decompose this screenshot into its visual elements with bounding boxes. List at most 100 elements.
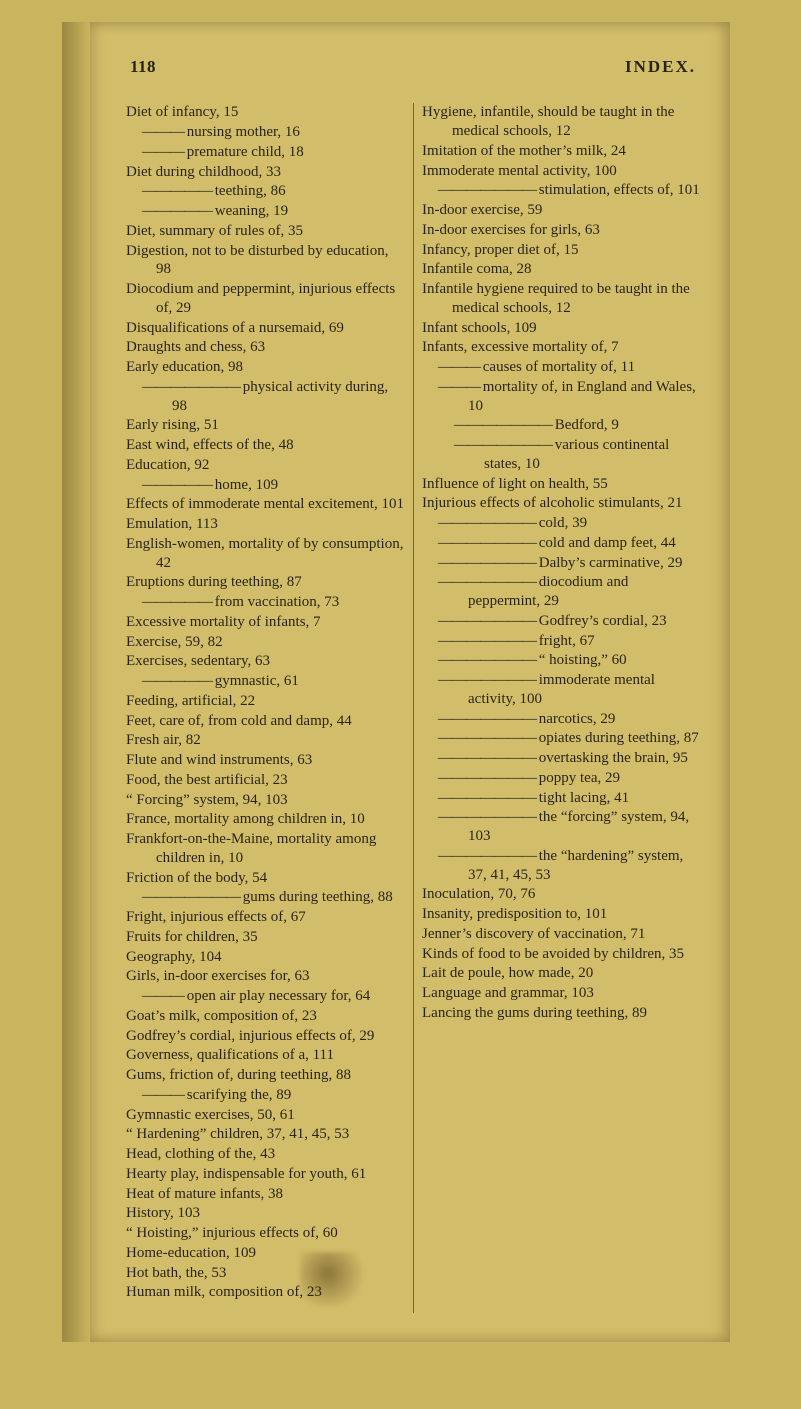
index-entry: Hot bath, the, 53 <box>126 1264 404 1283</box>
index-entry: Heat of mature infants, 38 <box>126 1185 404 1204</box>
index-entry: Gymnastic exercises, 50, 61 <box>126 1106 404 1125</box>
index-entry: Draughts and chess, 63 <box>126 338 404 357</box>
index-entry: Bedford, 9 <box>422 416 700 435</box>
index-entry: narcotics, 29 <box>422 710 700 729</box>
index-entry: Feet, care of, from cold and damp, 44 <box>126 712 404 731</box>
index-entry: Jenner’s discovery of vaccination, 71 <box>422 925 700 944</box>
index-entry: Infantile coma, 28 <box>422 260 700 279</box>
index-entry: gymnastic, 61 <box>126 672 404 691</box>
index-entry: Language and grammar, 103 <box>422 984 700 1003</box>
index-entry: Frankfort-on-the-Maine, mortality among … <box>126 830 404 868</box>
index-entry: Education, 92 <box>126 456 404 475</box>
index-entry: the “forcing” system, 94, 103 <box>422 808 700 846</box>
page-number: 118 <box>130 56 156 77</box>
index-entry: East wind, effects of the, 48 <box>126 436 404 455</box>
index-entry: causes of mortality of, 11 <box>422 358 700 377</box>
index-entry: Fright, injurious effects of, 67 <box>126 908 404 927</box>
index-entry: In-door exercises for girls, 63 <box>422 221 700 240</box>
index-entry: Fresh air, 82 <box>126 731 404 750</box>
index-entry: Infants, excessive mortality of, 7 <box>422 338 700 357</box>
index-entry: immoderate mental activity, 100 <box>422 671 700 709</box>
index-entry: Diet, summary of rules of, 35 <box>126 222 404 241</box>
index-entry: Hygiene, infantile, should be taught in … <box>422 103 700 141</box>
index-entry: overtasking the brain, 95 <box>422 749 700 768</box>
index-entry: Immoderate mental activity, 100 <box>422 162 700 181</box>
index-entry: diocodium and peppermint, 29 <box>422 573 700 611</box>
index-entry: Hearty play, indispensable for youth, 61 <box>126 1165 404 1184</box>
index-entry: weaning, 19 <box>126 202 404 221</box>
index-entry: Diet during childhood, 33 <box>126 163 404 182</box>
index-entry: Digestion, not to be disturbed by educat… <box>126 242 404 280</box>
index-entry: cold and damp feet, 44 <box>422 534 700 553</box>
index-entry: Lancing the gums during teething, 89 <box>422 1004 700 1023</box>
index-entry: Home-education, 109 <box>126 1244 404 1263</box>
index-entry: Dalby’s carminative, 29 <box>422 554 700 573</box>
index-entry: Fruits for children, 35 <box>126 928 404 947</box>
index-entry: France, mortality among children in, 10 <box>126 810 404 829</box>
index-entry: Gums, friction of, during teething, 88 <box>126 1066 404 1085</box>
index-entry: Diocodium and peppermint, injurious effe… <box>126 280 404 318</box>
index-entry: scarifying the, 89 <box>126 1086 404 1105</box>
index-entry: Lait de poule, how made, 20 <box>422 964 700 983</box>
index-entry: stimulation, effects of, 101 <box>422 181 700 200</box>
index-entry: premature child, 18 <box>126 143 404 162</box>
index-entry: Effects of immoderate mental excitement,… <box>126 495 404 514</box>
index-entry: fright, 67 <box>422 632 700 651</box>
index-entry: the “hardening” system, 37, 41, 45, 53 <box>422 847 700 885</box>
index-entry: Friction of the body, 54 <box>126 869 404 888</box>
index-entry: Kinds of food to be avoided by children,… <box>422 945 700 964</box>
index-entry: Flute and wind instruments, 63 <box>126 751 404 770</box>
page-title: INDEX. <box>625 56 696 77</box>
index-entry: Feeding, artificial, 22 <box>126 692 404 711</box>
index-entry: physical activity during, 98 <box>126 378 404 416</box>
index-entry: Godfrey’s cordial, 23 <box>422 612 700 631</box>
index-entry: mortality of, in England and Wales, 10 <box>422 378 700 416</box>
index-entry: Influence of light on health, 55 <box>422 475 700 494</box>
index-entry: Infant schools, 109 <box>422 319 700 338</box>
index-entry: Inoculation, 70, 76 <box>422 885 700 904</box>
index-entry: Excessive mortality of infants, 7 <box>126 613 404 632</box>
index-entry: opiates during teething, 87 <box>422 729 700 748</box>
index-entry: open air play necessary for, 64 <box>126 987 404 1006</box>
index-entry: Infantile hygiene required to be taught … <box>422 280 700 318</box>
index-entry: Human milk, composition of, 23 <box>126 1283 404 1302</box>
index-entry: Exercises, sedentary, 63 <box>126 652 404 671</box>
index-entry: “ hoisting,” 60 <box>422 651 700 670</box>
index-entry: “ Hoisting,” injurious effects of, 60 <box>126 1224 404 1243</box>
index-entry: Girls, in-door exercises for, 63 <box>126 967 404 986</box>
index-entry: from vaccination, 73 <box>126 593 404 612</box>
index-entry: “ Forcing” system, 94, 103 <box>126 791 404 810</box>
page-header: 118 INDEX. <box>126 56 700 77</box>
index-entry: nursing mother, 16 <box>126 123 404 142</box>
index-entry: Infancy, proper diet of, 15 <box>422 241 700 260</box>
index-entry: teething, 86 <box>126 182 404 201</box>
index-entry: Early education, 98 <box>126 358 404 377</box>
index-columns: Diet of infancy, 15nursing mother, 16pre… <box>126 103 700 1313</box>
index-entry: gums during teething, 88 <box>126 888 404 907</box>
index-entry: Eruptions during teething, 87 <box>126 573 404 592</box>
index-entry: Insanity, predisposition to, 101 <box>422 905 700 924</box>
index-entry: Goat’s milk, composition of, 23 <box>126 1007 404 1026</box>
index-entry: Food, the best artificial, 23 <box>126 771 404 790</box>
index-entry: various continental states, 10 <box>422 436 700 474</box>
index-entry: Godfrey’s cordial, injurious effects of,… <box>126 1027 404 1046</box>
index-entry: English-women, mortality of by consumpti… <box>126 535 404 573</box>
index-entry: Disqualifications of a nursemaid, 69 <box>126 319 404 338</box>
index-entry: cold, 39 <box>422 514 700 533</box>
index-entry: tight lacing, 41 <box>422 789 700 808</box>
index-entry: Injurious effects of alcoholic stimulant… <box>422 494 700 513</box>
index-entry: Imitation of the mother’s milk, 24 <box>422 142 700 161</box>
index-entry: Exercise, 59, 82 <box>126 633 404 652</box>
index-entry: In-door exercise, 59 <box>422 201 700 220</box>
book-page: 118 INDEX. Diet of infancy, 15nursing mo… <box>90 22 730 1342</box>
index-entry: Governess, qualifications of a, 111 <box>126 1046 404 1065</box>
index-entry: home, 109 <box>126 476 404 495</box>
index-entry: Diet of infancy, 15 <box>126 103 404 122</box>
index-entry: History, 103 <box>126 1204 404 1223</box>
index-entry: “ Hardening” children, 37, 41, 45, 53 <box>126 1125 404 1144</box>
index-entry: Geography, 104 <box>126 948 404 967</box>
index-entry: poppy tea, 29 <box>422 769 700 788</box>
index-entry: Head, clothing of the, 43 <box>126 1145 404 1164</box>
index-entry: Early rising, 51 <box>126 416 404 435</box>
index-entry: Emulation, 113 <box>126 515 404 534</box>
